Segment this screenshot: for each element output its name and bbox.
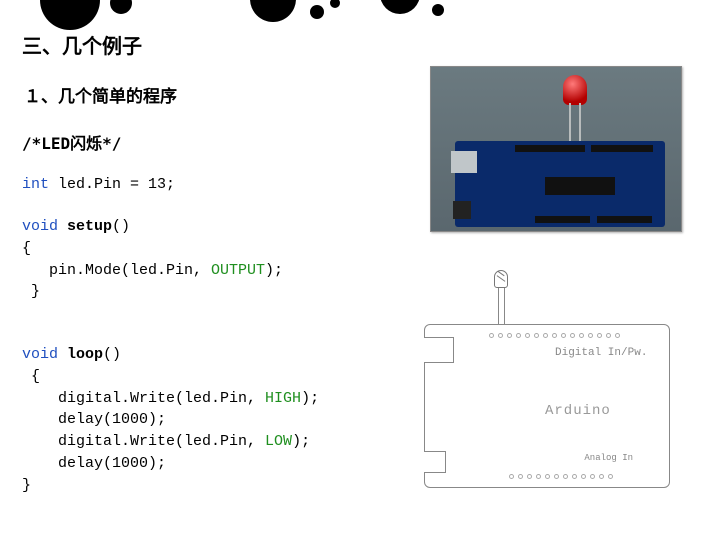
code-text: ); [148,455,166,472]
decor-blob [330,0,340,8]
code-text: digital.Write(led.Pin, [22,433,265,450]
pin-header [591,145,653,152]
function-name-loop: loop [67,346,103,363]
code-text: } [31,283,40,300]
schematic-board-outline: Digital In/Pw. Arduino Analog In [424,324,670,488]
function-name-setup: setup [67,218,112,235]
pin-header [535,216,590,223]
code-text: digital.Write(led.Pin, [22,390,265,407]
schematic-label-analog: Analog In [584,453,633,463]
code-text: 1000 [112,411,148,428]
code-text: () [112,218,130,235]
decor-blob [380,0,420,14]
code-text: { [22,368,40,385]
led-icon [563,75,587,105]
code-setup-block: void setup() { pin.Mode(led.Pin, OUTPUT)… [22,216,283,303]
code-text: ); [148,411,166,428]
schematic-led-icon [494,270,508,288]
code-text: ); [292,433,310,450]
code-text: pin.Mode(led.Pin, [22,262,211,279]
mcu-chip [545,177,615,195]
code-text: ); [265,262,283,279]
code-text: { [22,240,31,257]
keyword-type: int [22,176,49,193]
code-comment: /*LED闪烁*/ [22,130,121,154]
arduino-schematic: Digital In/Pw. Arduino Analog In [382,270,684,510]
code-text: led.Pin = 13; [49,176,175,193]
keyword-void: void [22,346,58,363]
schematic-power [424,451,446,473]
code-loop-block: void loop() { digital.Write(led.Pin, HIG… [22,344,319,496]
keyword-high: HIGH [265,390,301,407]
code-text: ); [301,390,319,407]
code-declaration: int led.Pin = 13; [22,174,175,196]
pin-header [515,145,585,152]
usb-port [451,151,477,173]
decor-blob [110,0,132,14]
schematic-label-arduino: Arduino [545,403,611,419]
decor-blob [250,0,296,22]
pin-header [597,216,652,223]
code-text: } [22,477,31,494]
power-jack [453,201,471,219]
keyword-void: void [22,218,58,235]
keyword-low: LOW [265,433,292,450]
code-text: delay( [22,455,112,472]
decor-blob [40,0,100,30]
keyword-output: OUTPUT [211,262,265,279]
schematic-label-digital: Digital In/Pw. [555,347,647,359]
code-text: () [103,346,121,363]
arduino-photo [430,66,682,232]
arduino-board [455,141,665,227]
subsection-heading: １、几个简单的程序 [24,82,177,107]
schematic-usb [424,337,454,363]
led-leg [569,103,571,143]
schematic-pin-row [489,333,620,338]
schematic-pin-row [509,474,613,479]
code-text: delay( [22,411,112,428]
section-heading: 三、几个例子 [22,30,142,59]
code-text: 1000 [112,455,148,472]
decor-blob [310,5,324,19]
decor-blob [432,4,444,16]
